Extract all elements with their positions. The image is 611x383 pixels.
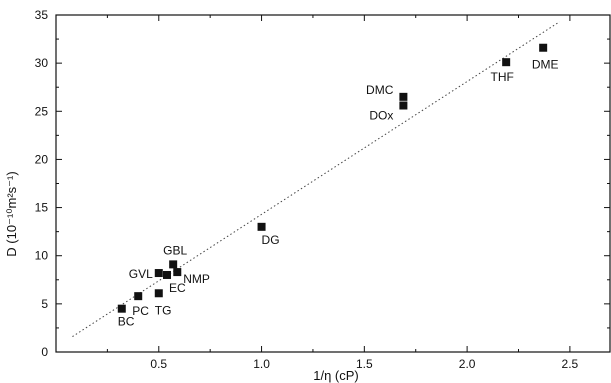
x-tick-label: 2.0 — [459, 357, 476, 371]
data-point-gvl — [154, 269, 163, 278]
x-tick-label: 1.5 — [356, 357, 373, 371]
data-point-dme — [539, 43, 548, 52]
point-label-dox: DOx — [369, 109, 393, 123]
data-point-pc — [134, 292, 143, 301]
fit-line — [72, 21, 560, 338]
y-tick-label: 0 — [41, 345, 48, 359]
plot-area — [55, 14, 611, 353]
point-label-gbl: GBL — [163, 243, 187, 257]
x-tick-label: 0.5 — [150, 357, 167, 371]
y-tick-label: 10 — [35, 249, 49, 263]
point-label-ec: EC — [169, 281, 186, 295]
y-tick-label: 20 — [35, 152, 49, 166]
y-axis-title: D (10⁻¹⁰m²s⁻¹) — [4, 171, 19, 256]
data-point-nmp — [173, 268, 182, 277]
data-point-dmc — [399, 92, 408, 101]
point-label-bc: BC — [118, 315, 135, 329]
point-label-gvl: GVL — [129, 267, 153, 281]
point-label-nmp: NMP — [183, 272, 210, 286]
x-axis-title: 1/η (cP) — [313, 368, 359, 383]
data-point-ec — [163, 270, 171, 279]
point-label-tg: TG — [155, 303, 172, 317]
axis-ticks — [56, 14, 610, 353]
data-point-dg — [257, 222, 266, 231]
point-label-thf: THF — [491, 70, 514, 84]
point-label-pc: PC — [132, 304, 149, 318]
point-label-dme: DME — [532, 58, 559, 72]
x-tick-label: 1.0 — [253, 357, 270, 371]
y-tick-label: 5 — [41, 297, 48, 311]
data-points — [117, 43, 548, 313]
point-label-dmc: DMC — [366, 83, 394, 97]
data-point-gbl — [169, 260, 178, 269]
y-tick-label: 35 — [35, 8, 49, 22]
data-point-bc — [117, 304, 126, 313]
x-tick-label: 2.5 — [562, 357, 579, 371]
y-tick-label: 30 — [35, 56, 49, 70]
data-point-thf — [502, 58, 511, 67]
data-point-dox — [399, 101, 408, 110]
y-tick-label: 15 — [35, 201, 49, 215]
axis-tick-labels: 0.5 1.0 1.5 2.0 2.5 0 5 10 15 20 25 30 35 — [35, 8, 579, 371]
data-point-tg — [154, 289, 163, 298]
point-label-dg: DG — [262, 233, 280, 247]
y-tick-label: 25 — [35, 104, 49, 118]
